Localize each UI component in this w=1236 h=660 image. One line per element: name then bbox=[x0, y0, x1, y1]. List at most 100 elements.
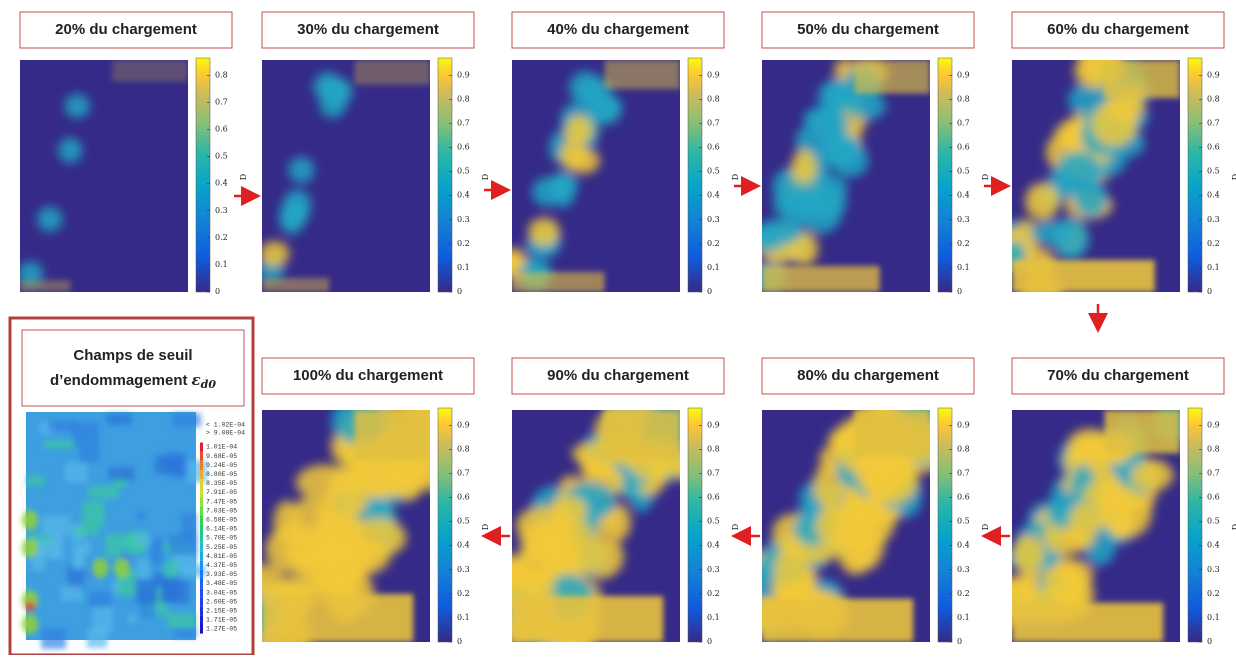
patch bbox=[185, 460, 207, 483]
colorbar-tick-label: 0 bbox=[457, 287, 462, 296]
colorbar-tick-label: 0.2 bbox=[957, 589, 970, 598]
damage-map bbox=[262, 410, 430, 642]
blob bbox=[1073, 179, 1108, 218]
colorbar-label: D bbox=[481, 174, 490, 180]
colorbar-tick-label: 0.5 bbox=[707, 167, 720, 176]
corner-cracks bbox=[20, 60, 188, 292]
patch bbox=[113, 475, 127, 487]
colorbar bbox=[437, 57, 453, 293]
blob bbox=[791, 149, 817, 184]
legend-value: 3.93E-05 bbox=[206, 571, 237, 578]
legend-swatch bbox=[200, 478, 203, 488]
blob bbox=[288, 156, 315, 184]
colorbar-tick-label: 0.2 bbox=[457, 239, 470, 248]
corner-cracks bbox=[512, 60, 680, 292]
blob bbox=[475, 614, 499, 643]
colorbar-tick-label: 0.5 bbox=[707, 517, 720, 526]
patch bbox=[136, 511, 146, 521]
patch bbox=[134, 534, 151, 545]
patch bbox=[93, 606, 113, 634]
label-box bbox=[19, 11, 233, 49]
colorbar-tick-label: 0.7 bbox=[457, 118, 470, 127]
colorbar-tick-label: 0.2 bbox=[457, 589, 470, 598]
patch bbox=[71, 422, 99, 446]
colorbar-tick-label: 0.2 bbox=[957, 239, 970, 248]
colorbar-tick-label: 0 bbox=[215, 287, 220, 296]
panel-label: 90% du chargement bbox=[547, 367, 689, 384]
colorbar-tick-label: 0.6 bbox=[957, 493, 970, 502]
crack-band bbox=[762, 598, 914, 642]
colorbar-tick-label: 0.2 bbox=[215, 233, 228, 242]
colorbar-label: D bbox=[731, 174, 740, 180]
colorbar-tick-label: 0.4 bbox=[707, 541, 720, 550]
patch bbox=[154, 456, 182, 474]
colorbar-tick-label: 0.8 bbox=[457, 94, 470, 103]
colorbar-tick-label: 0.1 bbox=[457, 263, 470, 272]
colorbar-tick-label: 0.8 bbox=[707, 444, 720, 453]
colorbar-tick-label: 0 bbox=[707, 637, 712, 646]
colorbar-tick-label: 0 bbox=[1207, 637, 1212, 646]
colorbar-tick-label: 0.1 bbox=[707, 263, 720, 272]
threshold-title: Champs de seuil bbox=[73, 347, 192, 364]
legend-swatch bbox=[200, 506, 203, 516]
legend-swatch bbox=[200, 533, 203, 543]
colorbar-tick-label: 0.9 bbox=[957, 70, 970, 79]
colorbar-tick-label: 0.3 bbox=[707, 215, 720, 224]
legend-value: 2.15E-05 bbox=[206, 608, 237, 615]
blob bbox=[569, 71, 602, 105]
patch bbox=[163, 561, 178, 578]
blobs bbox=[262, 72, 353, 283]
patch bbox=[172, 413, 201, 427]
hotspot bbox=[25, 601, 35, 611]
colorbar-tick-label: 0.5 bbox=[457, 167, 470, 176]
blob bbox=[527, 217, 560, 247]
colorbar-tick-label: 0.1 bbox=[215, 260, 228, 269]
legend-value: 3.48E-05 bbox=[206, 580, 237, 587]
corner-cracks bbox=[762, 60, 930, 292]
colorbar-tick-label: 0.1 bbox=[957, 263, 970, 272]
blob bbox=[810, 174, 848, 205]
legend-value: 1.71E-05 bbox=[206, 617, 237, 624]
legend-top: < 1.02E-04 bbox=[206, 422, 245, 429]
patch bbox=[88, 591, 112, 608]
blob bbox=[517, 538, 564, 586]
colorbar-tick-label: 0.9 bbox=[1207, 420, 1220, 429]
colorbar-tick-label: 0.1 bbox=[1207, 613, 1220, 622]
legend-value: 1.27E-05 bbox=[206, 626, 237, 633]
crack-band bbox=[512, 272, 605, 292]
colorbar-tick-label: 0.4 bbox=[1207, 191, 1220, 200]
panel-label: 30% du chargement bbox=[297, 21, 439, 38]
legend-value: 4.37E-05 bbox=[206, 562, 237, 569]
colorbar-tick-label: 0.9 bbox=[457, 70, 470, 79]
patch bbox=[41, 515, 71, 535]
legend-value: 7.47E-05 bbox=[206, 498, 237, 505]
colorbar-tick-label: 0.5 bbox=[957, 517, 970, 526]
colorbar-tick-label: 0.8 bbox=[707, 94, 720, 103]
legend-value: 6.14E-05 bbox=[206, 526, 237, 533]
crack-band bbox=[854, 60, 930, 94]
colorbar-tick-label: 0.4 bbox=[957, 541, 970, 550]
legend-swatch bbox=[200, 624, 203, 634]
colorbar-tick-label: 0.7 bbox=[215, 97, 228, 106]
colorbar-tick-label: 0.5 bbox=[457, 517, 470, 526]
damage-map bbox=[1012, 60, 1180, 292]
legend-swatch bbox=[200, 579, 203, 589]
patch bbox=[108, 467, 135, 481]
colorbar-tick-label: 0.7 bbox=[1207, 118, 1220, 127]
blob bbox=[773, 189, 801, 217]
colorbar-tick-label: 0.7 bbox=[707, 118, 720, 127]
colorbar-tick-label: 0.4 bbox=[457, 541, 470, 550]
patches bbox=[22, 413, 207, 649]
legend-swatch bbox=[200, 488, 203, 498]
blob bbox=[802, 106, 845, 132]
blob bbox=[64, 94, 90, 119]
patch bbox=[48, 420, 77, 432]
panel-label: 80% du chargement bbox=[797, 367, 939, 384]
blob bbox=[512, 248, 525, 273]
colorbar-label: D bbox=[981, 174, 990, 180]
blob bbox=[1024, 182, 1060, 221]
patch bbox=[181, 512, 197, 540]
colorbar bbox=[937, 57, 953, 293]
blob bbox=[58, 137, 83, 163]
